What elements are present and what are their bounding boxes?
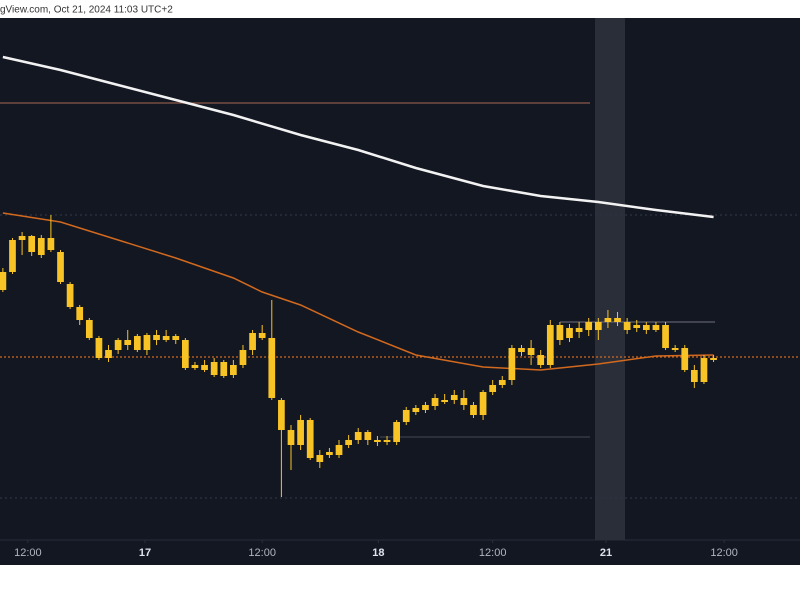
- candle-body: [220, 362, 228, 376]
- candle-body: [268, 338, 276, 398]
- session-highlight: [595, 18, 625, 540]
- candle-body: [239, 350, 247, 365]
- candle-body: [460, 398, 468, 405]
- candle-body: [345, 440, 352, 445]
- candle-body: [114, 340, 122, 350]
- plot-area: [0, 18, 800, 540]
- candle-body: [441, 400, 449, 402]
- candle-body: [153, 335, 160, 340]
- x-tick-label: 21: [600, 547, 612, 559]
- candle-body: [297, 420, 304, 445]
- candle-body: [57, 252, 64, 282]
- candle-body: [37, 238, 45, 255]
- candle-body: [85, 320, 93, 338]
- candle-body: [546, 325, 554, 365]
- candle-body: [287, 430, 295, 445]
- candle-body: [527, 348, 535, 355]
- x-tick-label: 18: [372, 547, 384, 559]
- candle-body: [431, 398, 439, 406]
- candle-body: [105, 350, 112, 358]
- candle-body: [690, 370, 698, 382]
- candle-body: [210, 362, 218, 375]
- candle-body: [633, 325, 641, 328]
- x-tick-label: 17: [139, 547, 151, 559]
- candle-body: [537, 355, 545, 365]
- candle-body: [335, 445, 343, 455]
- candle-body: [489, 385, 497, 392]
- candle-body: [18, 236, 26, 240]
- candle-body: [585, 322, 593, 330]
- x-tick-label: 12:00: [14, 547, 42, 559]
- candle-body: [470, 405, 477, 415]
- candle-body: [652, 325, 660, 330]
- candle-body: [710, 358, 717, 360]
- candle-body: [623, 322, 631, 330]
- moving-average: [2, 55, 714, 219]
- candle-body: [249, 333, 256, 350]
- candle-body: [172, 336, 180, 340]
- candle-body: [230, 365, 237, 375]
- candle-body: [191, 365, 199, 368]
- candle-body: [258, 333, 266, 338]
- candle-body: [479, 392, 487, 415]
- candle-body: [201, 365, 208, 370]
- candle-body: [306, 420, 314, 458]
- candle-body: [76, 307, 84, 320]
- header-bar: [0, 0, 800, 18]
- candle-body: [604, 318, 612, 322]
- x-tick-label: 12:00: [479, 547, 507, 559]
- x-tick-label: 12:00: [710, 547, 738, 559]
- candle-body: [374, 440, 381, 442]
- candle-body: [354, 432, 362, 440]
- candle-body: [556, 325, 564, 340]
- candle-body: [412, 408, 420, 412]
- candle-body: [383, 440, 391, 442]
- candle-body: [614, 318, 621, 322]
- candle-body: [95, 338, 103, 358]
- candle-body: [278, 400, 285, 430]
- candle-body: [181, 340, 189, 368]
- candle-body: [162, 336, 170, 340]
- candle-body: [133, 336, 141, 350]
- candle-body: [681, 348, 689, 370]
- candle-body: [700, 358, 708, 382]
- candle-body: [66, 284, 74, 307]
- candle-body: [47, 238, 55, 250]
- candle-body: [28, 236, 36, 252]
- candle-body: [364, 432, 372, 440]
- candle-body: [393, 422, 400, 442]
- moving-average: [2, 212, 714, 371]
- x-axis-strip: [0, 540, 800, 565]
- footer: [0, 565, 800, 590]
- candle-body: [143, 335, 151, 350]
- candle-body: [662, 325, 669, 348]
- x-tick-label: 12:00: [248, 547, 276, 559]
- candle-body: [575, 328, 583, 332]
- candle-body: [124, 340, 132, 345]
- candle-body: [518, 348, 525, 352]
- header-text: gView.com, Oct 21, 2024 11:03 UTC+2: [0, 5, 173, 16]
- candle-body: [642, 325, 650, 330]
- candle-body: [498, 380, 506, 385]
- candle-body: [326, 452, 333, 455]
- candle-body: [402, 410, 410, 422]
- candle-body: [671, 348, 679, 350]
- candle-body: [422, 405, 429, 410]
- candle-body: [566, 328, 573, 338]
- candle-body: [450, 395, 458, 400]
- candle-body: [0, 272, 7, 290]
- candle-body: [9, 240, 16, 272]
- candle-body: [508, 348, 516, 380]
- candle-body: [594, 322, 602, 330]
- candle-body: [316, 455, 324, 462]
